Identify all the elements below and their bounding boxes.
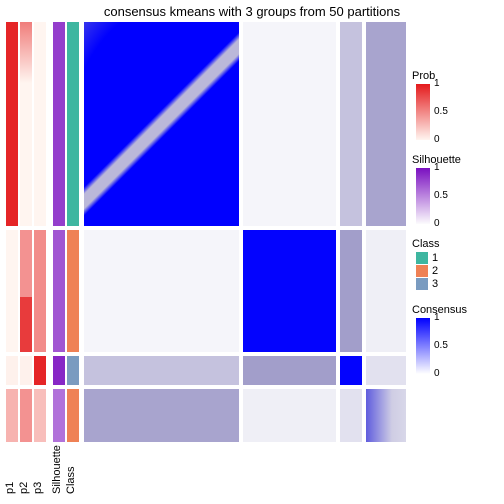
legend-tick: 0 xyxy=(434,135,440,145)
legend-title: Prob xyxy=(412,70,500,82)
heatmap-block xyxy=(366,230,406,352)
heatmap-block xyxy=(340,230,362,352)
heatmap-block xyxy=(84,356,239,385)
heatmap-block xyxy=(243,389,336,442)
annotation-cell xyxy=(34,22,46,226)
annotation-cell xyxy=(53,230,65,352)
annotation-cell xyxy=(53,389,65,442)
annotation-cell xyxy=(53,22,65,226)
annotation-cell xyxy=(20,22,32,226)
legend-silhouette: Silhouette 00.51 xyxy=(412,154,500,224)
annotation-column-p3 xyxy=(34,22,46,442)
plot-area xyxy=(6,22,406,442)
legend-swatch xyxy=(416,265,428,277)
annotation-cell xyxy=(67,389,79,442)
legend-tick: 1 xyxy=(434,313,440,323)
heatmap-block xyxy=(84,389,239,442)
annotation-cell xyxy=(6,389,18,442)
annotation-cell xyxy=(6,230,18,352)
heatmap-block xyxy=(84,22,239,226)
annotation-cell xyxy=(34,389,46,442)
annotation-cell xyxy=(34,230,46,352)
axis-label-p3: p3 xyxy=(32,482,44,494)
annotation-cell xyxy=(20,230,32,352)
heatmap-block xyxy=(340,356,362,385)
legend-item: 2 xyxy=(416,265,500,277)
annotation-cell xyxy=(20,389,32,442)
legend-gradient: 00.51 xyxy=(416,168,430,224)
axis-label-p2: p2 xyxy=(18,482,30,494)
annotation-cell xyxy=(6,22,18,226)
axis-label-silhouette: Silhouette xyxy=(51,445,63,494)
legend-title: Class xyxy=(412,238,500,250)
heatmap-block xyxy=(366,389,406,442)
legend-tick: 0 xyxy=(434,369,440,379)
annotation-cell xyxy=(67,356,79,385)
legend-prob: Prob 00.51 xyxy=(412,70,500,140)
legend-tick: 1 xyxy=(434,163,440,173)
legend-tick: 1 xyxy=(434,79,440,89)
annotation-cell xyxy=(20,356,32,385)
heatmap-block xyxy=(243,356,336,385)
legend-tick: 0.5 xyxy=(434,341,448,351)
heatmap-block xyxy=(340,22,362,226)
legend-gradient: 00.51 xyxy=(416,318,430,374)
column-axis-labels: p1p2p3 SilhouetteClass xyxy=(6,446,406,502)
annotation-cell xyxy=(67,22,79,226)
legend-gradient: 00.51 xyxy=(416,84,430,140)
annotation-cell xyxy=(67,230,79,352)
annotation-column-p2 xyxy=(20,22,32,442)
legend-tick: 0.5 xyxy=(434,107,448,117)
annotation-column-class xyxy=(67,22,79,442)
annotation-column-silhouette xyxy=(53,22,65,442)
legend-title: Consensus xyxy=(412,304,500,316)
legend-consensus: Consensus 00.51 xyxy=(412,304,500,374)
legend-title: Silhouette xyxy=(412,154,500,166)
axis-label-p1: p1 xyxy=(4,482,16,494)
legend-label: 3 xyxy=(432,278,438,290)
heatmap-block xyxy=(84,230,239,352)
heatmap-block xyxy=(340,389,362,442)
legend-tick: 0.5 xyxy=(434,191,448,201)
heatmap-block xyxy=(243,230,336,352)
legend-tick: 0 xyxy=(434,219,440,229)
annotation-cell xyxy=(34,356,46,385)
axis-label-class: Class xyxy=(65,466,77,494)
legend-item: 1 xyxy=(416,252,500,264)
legend-panel: Prob00.51Silhouette00.51Class123Consensu… xyxy=(412,70,500,388)
legend-item: 3 xyxy=(416,278,500,290)
annotation-cell xyxy=(53,356,65,385)
heatmap-block xyxy=(243,22,336,226)
heatmap-block xyxy=(366,22,406,226)
legend-class: Class 123 xyxy=(412,238,500,290)
consensus-heatmap xyxy=(84,22,406,442)
heatmap-block xyxy=(366,356,406,385)
page-title: consensus kmeans with 3 groups from 50 p… xyxy=(0,4,504,19)
legend-label: 1 xyxy=(432,252,438,264)
annotation-cell xyxy=(6,356,18,385)
legend-label: 2 xyxy=(432,265,438,277)
annotation-column-p1 xyxy=(6,22,18,442)
legend-swatch xyxy=(416,252,428,264)
legend-swatch xyxy=(416,278,428,290)
